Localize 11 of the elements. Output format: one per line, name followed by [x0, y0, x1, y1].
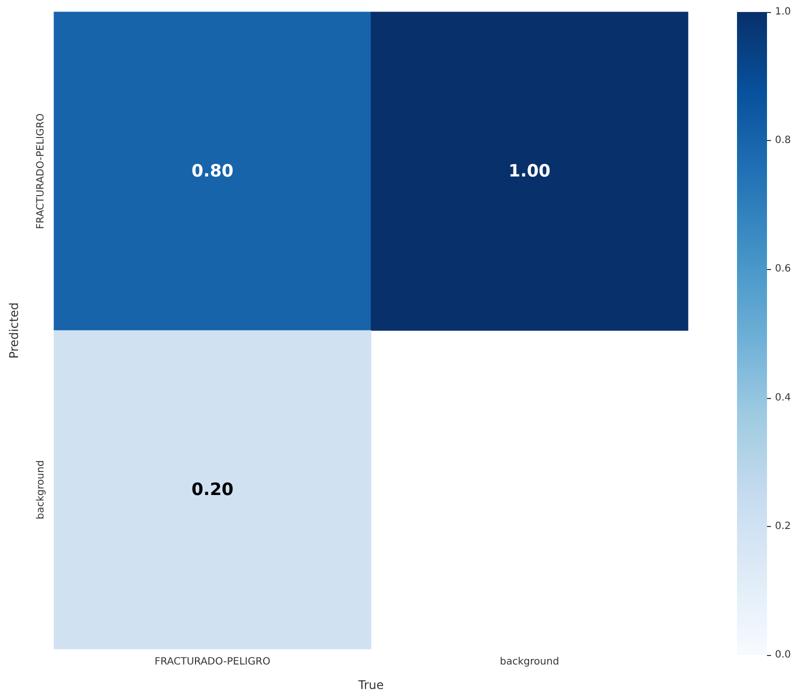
color-bar-label: 0.4 [775, 392, 791, 404]
data-label: 0.80 [192, 161, 234, 182]
data-label: 1.00 [508, 161, 551, 182]
y-axis-title: Predicted [7, 302, 21, 359]
data-label: 0.20 [192, 480, 234, 500]
color-bar-label: 0.8 [775, 135, 791, 146]
x-axis-title: True [357, 678, 384, 692]
color-bar-label: 0.6 [775, 264, 791, 275]
color-bar-label: 0.2 [775, 520, 791, 532]
color-bar-label: 0.0 [775, 650, 791, 660]
color-bar-label: 1.0 [775, 6, 791, 18]
